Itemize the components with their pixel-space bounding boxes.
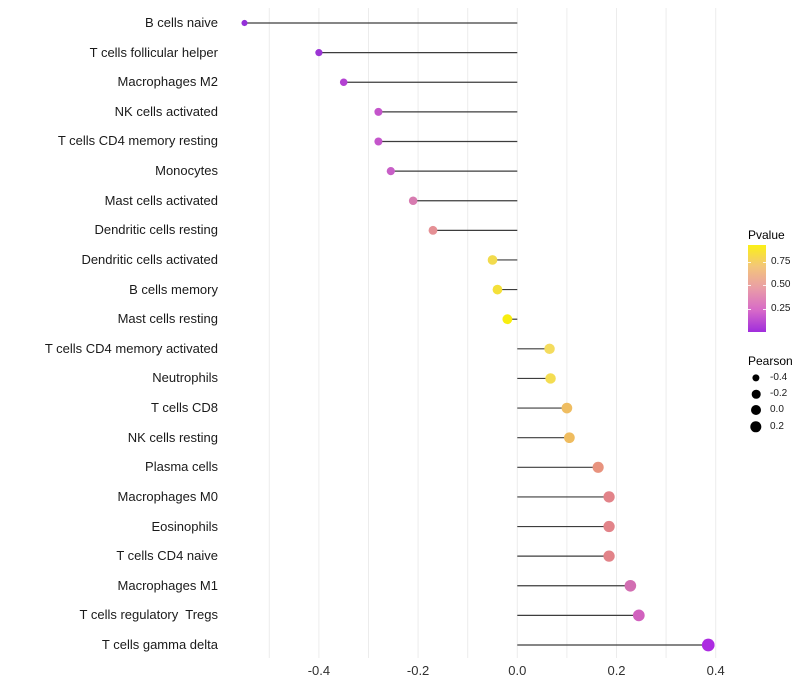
y-axis-label: Macrophages M0 (117, 488, 218, 504)
data-point (492, 284, 503, 295)
pearson-size-label: -0.2 (770, 388, 788, 400)
data-point (374, 137, 383, 146)
pearson-size-label: 0.2 (770, 420, 784, 432)
pearson-size-dot (752, 374, 760, 382)
data-point (603, 491, 615, 503)
data-point (502, 314, 513, 325)
data-point (339, 78, 348, 87)
y-axis-label: Mast cells resting (117, 311, 218, 327)
y-axis-label: T cells CD4 naive (116, 548, 218, 564)
pearson-size-dot (750, 420, 762, 433)
x-axis-tick-label: 0.2 (607, 663, 626, 678)
y-axis-label: NK cells activated (114, 103, 218, 119)
data-point (241, 19, 248, 27)
pearson-size-label: -0.4 (770, 372, 788, 383)
y-axis-label: T cells gamma delta (101, 637, 218, 653)
data-point (624, 579, 637, 592)
data-point (374, 107, 383, 116)
y-axis-label: T cells follicular helper (89, 44, 218, 60)
y-axis-label: B cells memory (129, 281, 218, 297)
pearson-size-label: 0.0 (770, 404, 784, 416)
pvalue-tick-mark (763, 309, 766, 311)
pvalue-gradient-bar (748, 245, 766, 332)
pvalue-tick-mark (748, 262, 751, 264)
pearson-size-dot (751, 405, 761, 416)
data-point (632, 609, 645, 622)
data-point (603, 550, 615, 562)
pvalue-tick-mark (748, 309, 751, 311)
data-point (564, 432, 575, 444)
data-point (315, 49, 323, 57)
y-axis-label: Dendritic cells activated (81, 251, 218, 267)
y-axis-label: Neutrophils (152, 370, 218, 386)
pvalue-tick-mark (748, 285, 751, 287)
y-axis-label: Monocytes (155, 163, 218, 179)
y-axis-label: Macrophages M2 (117, 74, 218, 90)
x-axis-tick-label: 0.0 (508, 663, 527, 678)
y-axis-label: NK cells resting (127, 429, 218, 445)
pvalue-tick-label: 0.75 (771, 256, 791, 268)
y-axis-label: Plasma cells (145, 459, 218, 475)
y-axis-label: T cells CD8 (151, 400, 218, 416)
data-point (603, 520, 615, 533)
pearson-legend-title: Pearson (748, 354, 793, 368)
y-axis-label: Mast cells activated (104, 192, 218, 208)
pvalue-legend-title: Pvalue (748, 228, 785, 242)
data-point (701, 638, 715, 652)
data-point (487, 255, 498, 265)
pearson-size-dot (751, 389, 761, 399)
x-axis-tick-label: -0.4 (307, 663, 331, 678)
data-point (386, 166, 395, 176)
y-axis-label: T cells regulatory Tregs (79, 607, 218, 623)
y-axis-label: B cells naive (145, 15, 218, 30)
data-point (408, 196, 418, 205)
data-point (428, 225, 438, 235)
pvalue-tick-mark (763, 262, 766, 264)
data-point (561, 402, 573, 414)
x-axis-tick-label: 0.4 (706, 663, 725, 678)
data-point (545, 373, 556, 384)
y-axis-label: Macrophages M1 (117, 577, 218, 593)
y-axis-label: Dendritic cells resting (94, 222, 218, 238)
y-axis-label: T cells CD4 memory activated (44, 340, 218, 356)
pvalue-tick-label: 0.25 (771, 303, 791, 315)
pvalue-tick-label: 0.50 (771, 279, 791, 291)
y-axis-label: T cells CD4 memory resting (57, 133, 218, 149)
y-axis-label: Eosinophils (151, 518, 219, 534)
data-point (544, 343, 555, 355)
data-point (592, 461, 604, 473)
pvalue-tick-mark (763, 285, 766, 287)
x-axis-tick-label: -0.2 (406, 663, 430, 678)
